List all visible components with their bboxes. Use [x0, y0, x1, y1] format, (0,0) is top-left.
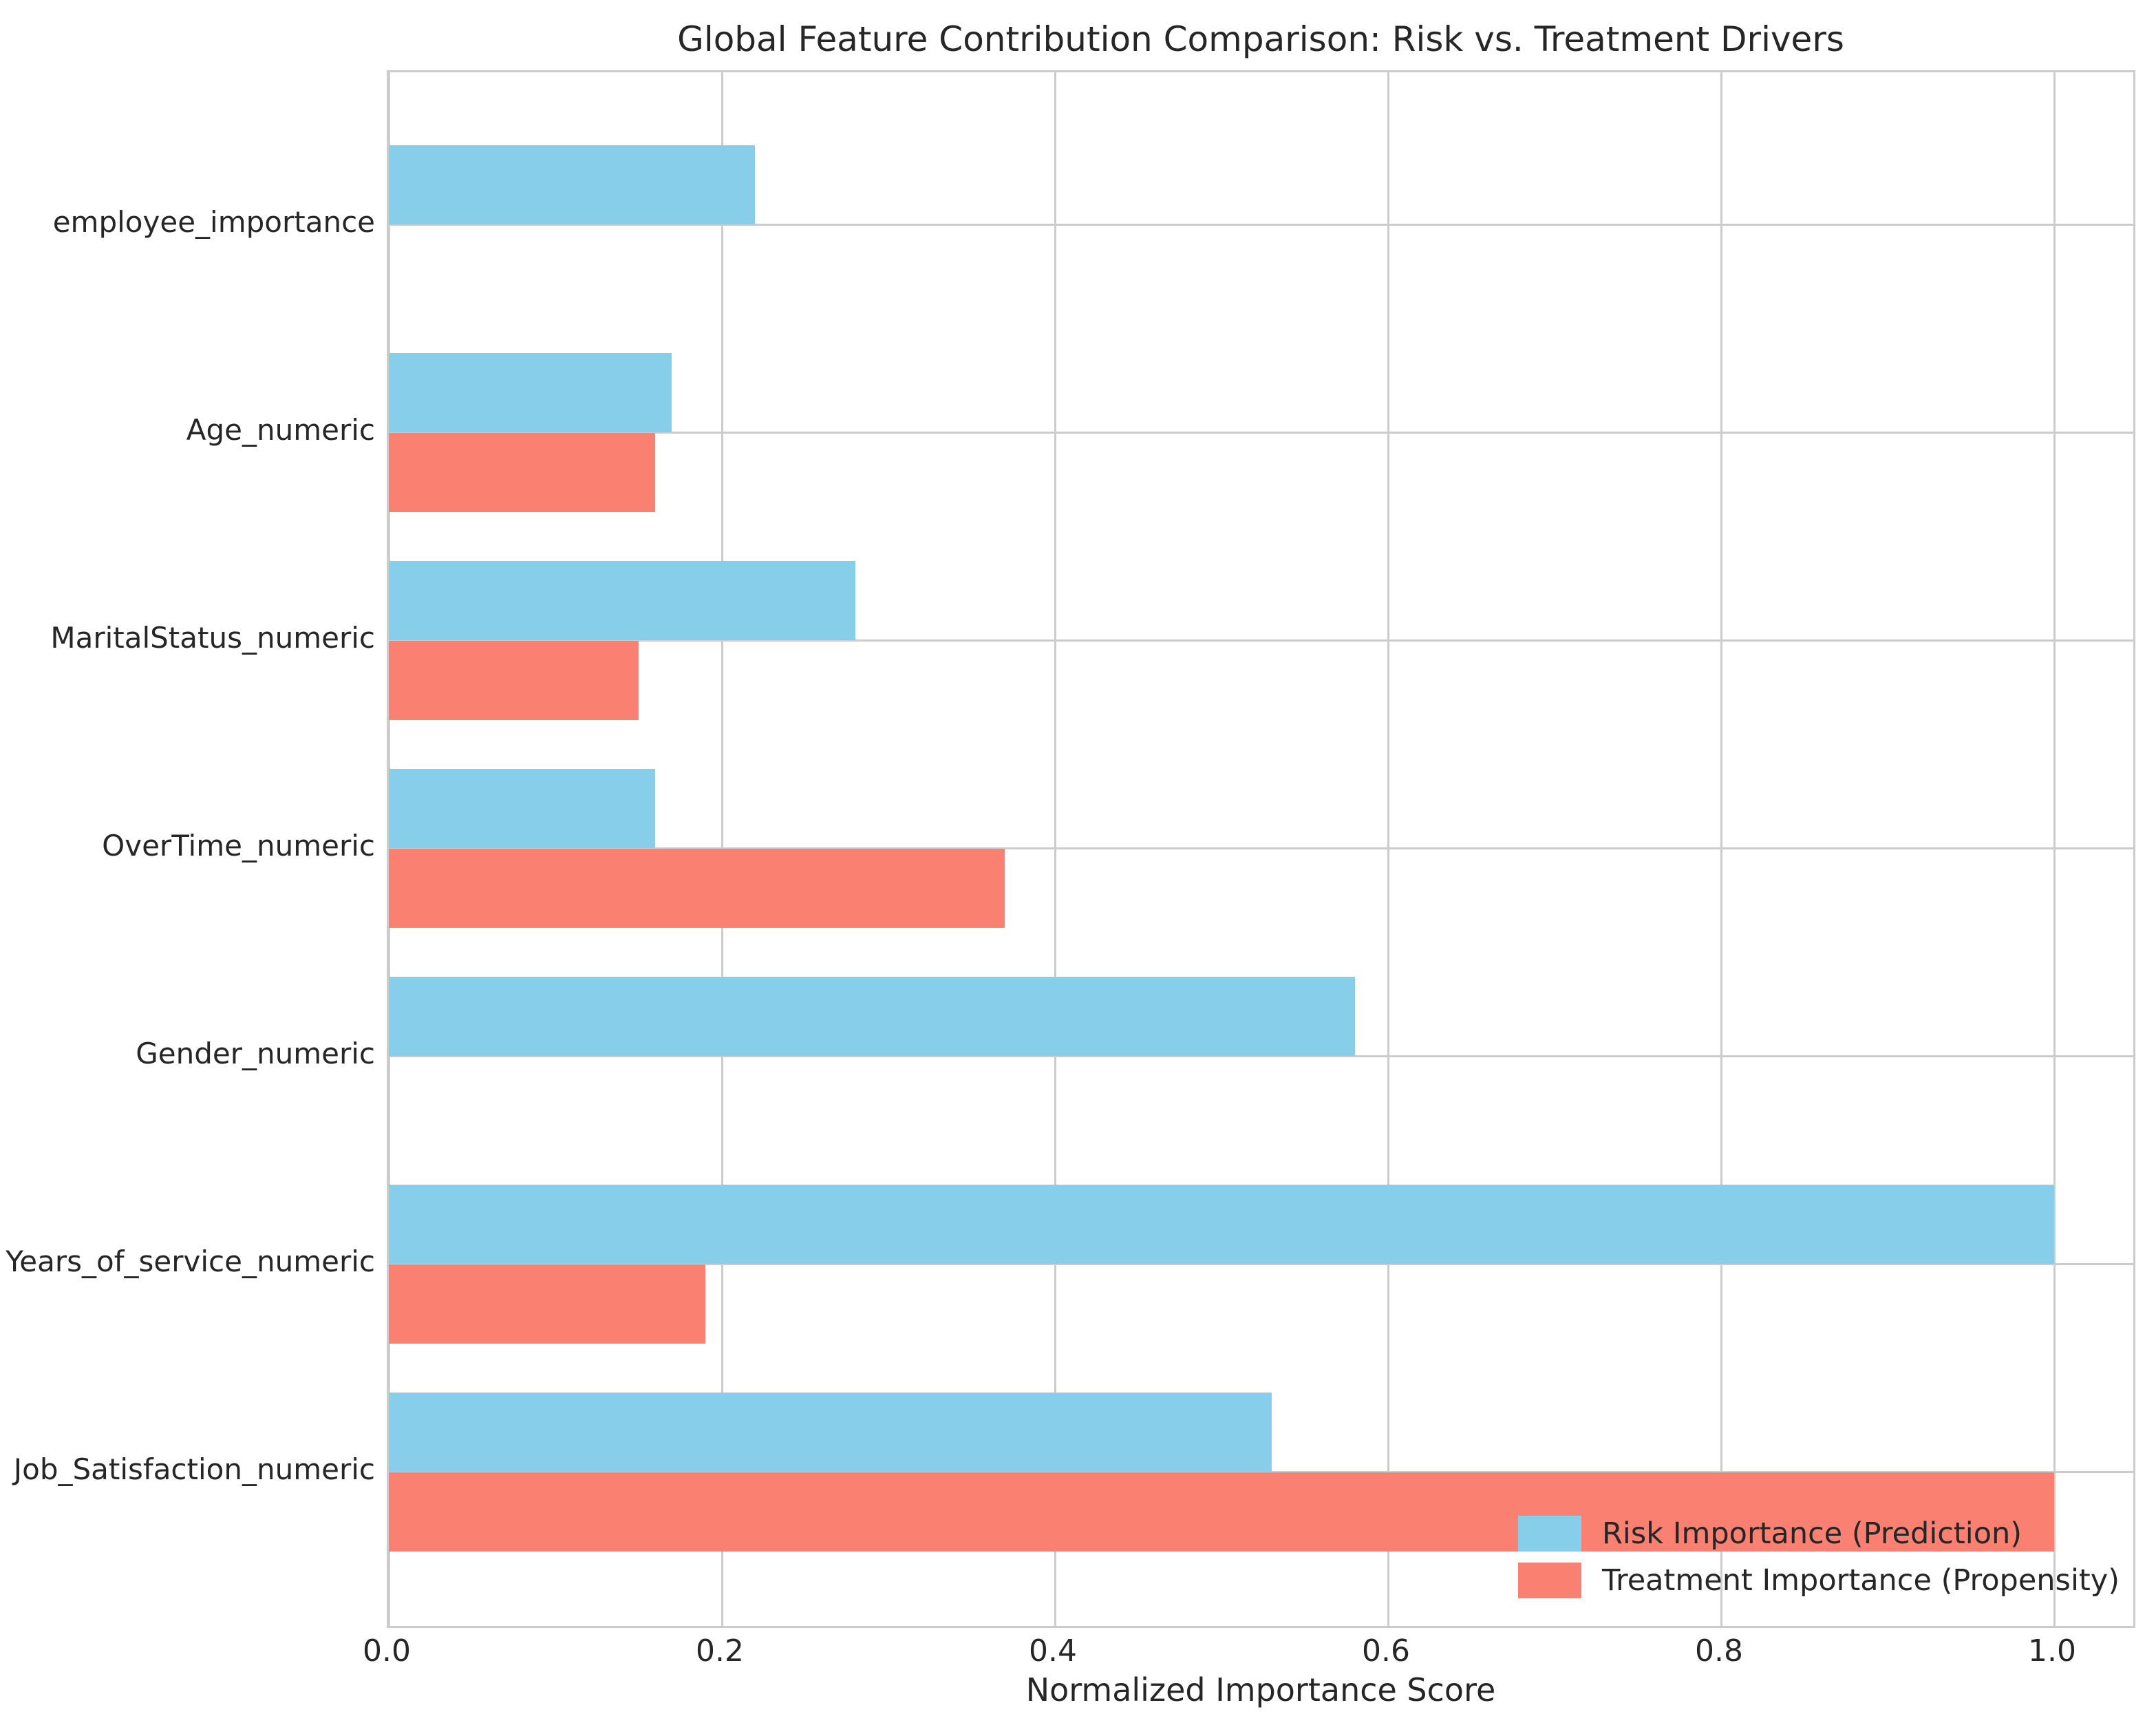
- grid-line-horizontal: [389, 1263, 2133, 1265]
- legend-swatch: [1518, 1563, 1582, 1598]
- bar-risk-Age_numeric: [389, 353, 672, 432]
- y-tick-label: Job_Satisfaction_numeric: [13, 1452, 375, 1486]
- x-tick-label: 1.0: [2028, 1633, 2076, 1669]
- grid-line-horizontal: [389, 1471, 2133, 1473]
- bar-treatment-OverTime_numeric: [389, 849, 1005, 928]
- x-tick-label: 0.0: [363, 1633, 411, 1669]
- bar-treatment-Job_Satisfaction_numeric: [389, 1472, 2054, 1552]
- bar-risk-OverTime_numeric: [389, 769, 656, 848]
- legend-label: Treatment Importance (Propensity): [1602, 1563, 2120, 1598]
- legend: Risk Importance (Prediction) Treatment Im…: [1518, 1516, 2120, 1598]
- bar-risk-Job_Satisfaction_numeric: [389, 1393, 1272, 1472]
- legend-swatch: [1518, 1516, 1582, 1552]
- y-tick-label: MaritalStatus_numeric: [50, 621, 375, 655]
- x-tick-label: 0.8: [1695, 1633, 1743, 1669]
- legend-label: Risk Importance (Prediction): [1602, 1516, 2022, 1551]
- bar-treatment-MaritalStatus_numeric: [389, 641, 639, 720]
- y-tick-label: Age_numeric: [186, 413, 375, 447]
- bar-treatment-Age_numeric: [389, 433, 656, 512]
- grid-line-horizontal: [389, 847, 2133, 849]
- y-tick-label: employee_importance: [52, 205, 375, 239]
- x-axis-label: Normalized Importance Score: [1025, 1671, 1496, 1708]
- plot-area: Risk Importance (Prediction) Treatment Im…: [387, 70, 2135, 1628]
- bar-risk-employee_importance: [389, 145, 756, 224]
- chart-title: Global Feature Contribution Comparison: …: [677, 19, 1844, 59]
- y-tick-label: OverTime_numeric: [102, 829, 375, 862]
- bar-risk-Years_of_service_numeric: [389, 1185, 2054, 1264]
- y-tick-label: Years_of_service_numeric: [6, 1245, 375, 1278]
- x-tick-label: 0.6: [1362, 1633, 1410, 1669]
- bar-risk-Gender_numeric: [389, 977, 1355, 1056]
- grid-line-horizontal: [389, 1055, 2133, 1057]
- grid-line-horizontal: [389, 639, 2133, 642]
- grid-line-horizontal: [389, 432, 2133, 434]
- grid-line-horizontal: [389, 224, 2133, 226]
- x-tick-label: 0.2: [696, 1633, 744, 1669]
- y-tick-label: Gender_numeric: [136, 1037, 375, 1070]
- legend-item: Treatment Importance (Propensity): [1518, 1563, 2120, 1598]
- legend-item: Risk Importance (Prediction): [1518, 1516, 2120, 1552]
- bar-treatment-Years_of_service_numeric: [389, 1264, 705, 1344]
- bar-risk-MaritalStatus_numeric: [389, 561, 855, 640]
- x-tick-label: 0.4: [1029, 1633, 1077, 1669]
